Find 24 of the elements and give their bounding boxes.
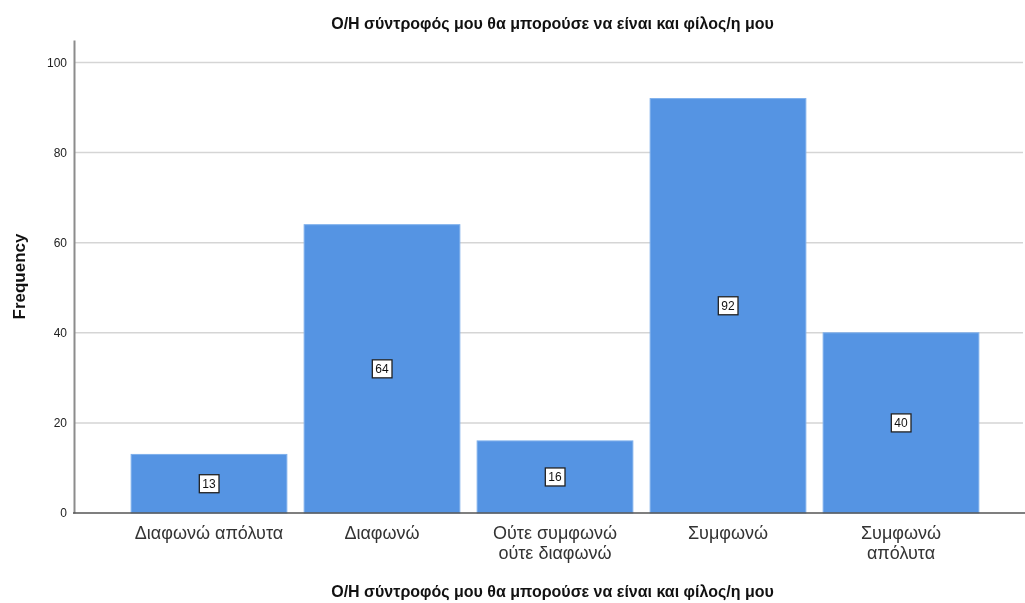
y-tick-label: 0 (60, 506, 68, 521)
data-label: 16 (548, 469, 562, 484)
data-label: 92 (721, 298, 735, 313)
y-tick-label: 60 (53, 236, 68, 251)
x-tick-label: Διαφωνώ (344, 523, 420, 543)
x-tick-label: Διαφωνώ απόλυτα (134, 523, 284, 543)
x-axis-title: Ο/Η σύντροφός μου θα μπορούσε να είναι και φίλος/η μου (331, 583, 774, 601)
data-label: 64 (375, 361, 389, 376)
y-tick-label: 100 (46, 55, 68, 70)
x-tick-label: Συμφωνώ (687, 523, 769, 543)
chart-title: Ο/Η σύντροφός μου θα μπορούσε να είναι και φίλος/η μου (331, 15, 774, 33)
y-tick-label: 20 (53, 416, 68, 431)
y-axis-title: Frequency (10, 232, 29, 320)
y-tick-label: 80 (53, 145, 68, 160)
bar (130, 453, 288, 514)
bar (303, 224, 461, 514)
y-tick-label: 40 (53, 326, 68, 341)
x-tick-label: Ούτε συμφωνώ ούτε διαφωνώ (492, 523, 618, 563)
data-label: 13 (202, 476, 216, 491)
data-label: 40 (894, 415, 908, 430)
x-tick-label: Συμφωνώ απόλυτα (860, 523, 942, 563)
bar (649, 98, 807, 514)
bar (822, 332, 980, 514)
bar (476, 440, 634, 514)
